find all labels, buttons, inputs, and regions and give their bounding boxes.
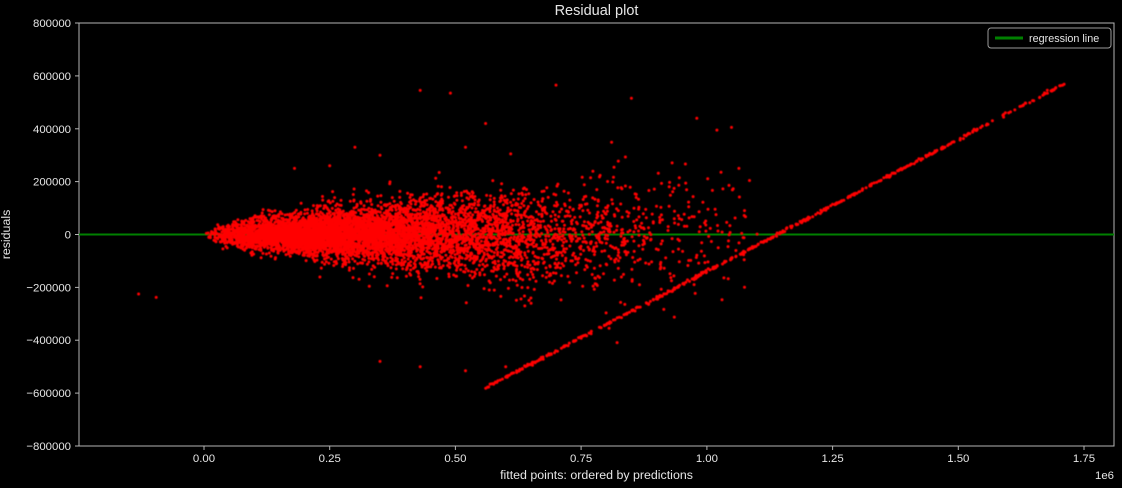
svg-text:1.00: 1.00 [696, 453, 718, 465]
svg-text:−400000: −400000 [26, 335, 71, 347]
svg-text:800000: 800000 [33, 18, 71, 30]
svg-text:0.75: 0.75 [570, 453, 592, 465]
svg-text:−800000: −800000 [26, 441, 71, 453]
svg-text:−200000: −200000 [26, 282, 71, 294]
svg-text:residuals: residuals [0, 210, 13, 260]
svg-text:−600000: −600000 [26, 388, 71, 400]
svg-text:Residual plot: Residual plot [555, 3, 639, 19]
svg-text:1e6: 1e6 [1095, 470, 1114, 482]
svg-text:0.50: 0.50 [444, 453, 466, 465]
svg-text:600000: 600000 [33, 71, 71, 83]
svg-text:200000: 200000 [33, 177, 71, 189]
svg-text:regression line: regression line [1029, 33, 1099, 45]
svg-text:0.00: 0.00 [193, 453, 215, 465]
svg-text:1.75: 1.75 [1073, 453, 1095, 465]
svg-text:400000: 400000 [33, 124, 71, 136]
svg-text:0: 0 [65, 230, 71, 242]
svg-text:1.25: 1.25 [822, 453, 844, 465]
svg-text:1.50: 1.50 [947, 453, 969, 465]
svg-text:fitted points: ordered by pred: fitted points: ordered by predictions [500, 468, 693, 482]
svg-text:0.25: 0.25 [319, 453, 341, 465]
